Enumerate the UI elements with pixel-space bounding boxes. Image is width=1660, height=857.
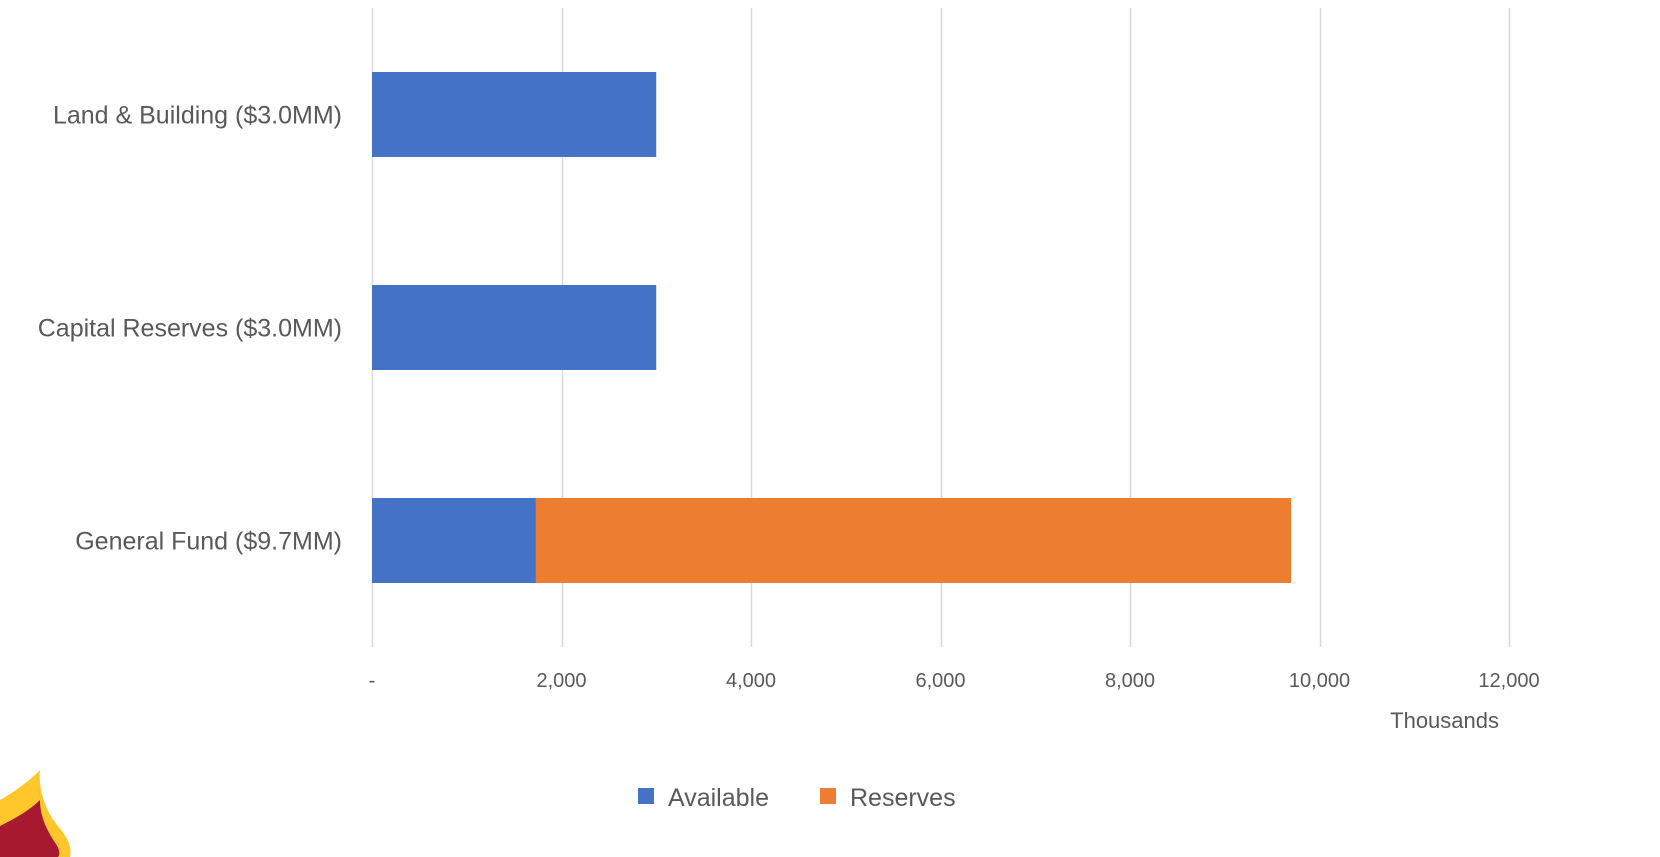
- logo-flame-icon: [0, 770, 71, 857]
- bar-reserves: [535, 498, 1292, 583]
- x-tick-label: 8,000: [1105, 670, 1155, 692]
- x-tick-label: 2,000: [536, 670, 586, 692]
- legend-swatch-available: [638, 788, 654, 804]
- x-tick-label: 12,000: [1478, 670, 1539, 692]
- category-labels: Land & Building ($3.0MM) Capital Reserves…: [38, 102, 342, 556]
- legend-label-available: Available: [668, 784, 769, 812]
- category-label: Land & Building ($3.0MM): [53, 102, 342, 130]
- category-label: Capital Reserves ($3.0MM): [38, 315, 342, 343]
- x-tick-label: 6,000: [915, 670, 965, 692]
- legend-label-reserves: Reserves: [850, 784, 956, 812]
- bars-layer: [372, 72, 1292, 583]
- x-axis-units-label: Thousands: [1390, 708, 1499, 733]
- logo-inner-shape: [0, 800, 60, 857]
- bar-available: [372, 498, 536, 583]
- x-tick-label: -: [369, 670, 376, 692]
- category-label: General Fund ($9.7MM): [75, 528, 342, 556]
- bar-available: [372, 285, 657, 370]
- x-axis-tick-labels: - 2,000 4,000 6,000 8,000 10,000 12,000: [369, 670, 1540, 692]
- legend: Available Reserves: [638, 784, 956, 812]
- x-tick-label: 4,000: [726, 670, 776, 692]
- bar-available: [372, 72, 657, 157]
- legend-swatch-reserves: [820, 788, 836, 804]
- x-tick-label: 10,000: [1289, 670, 1350, 692]
